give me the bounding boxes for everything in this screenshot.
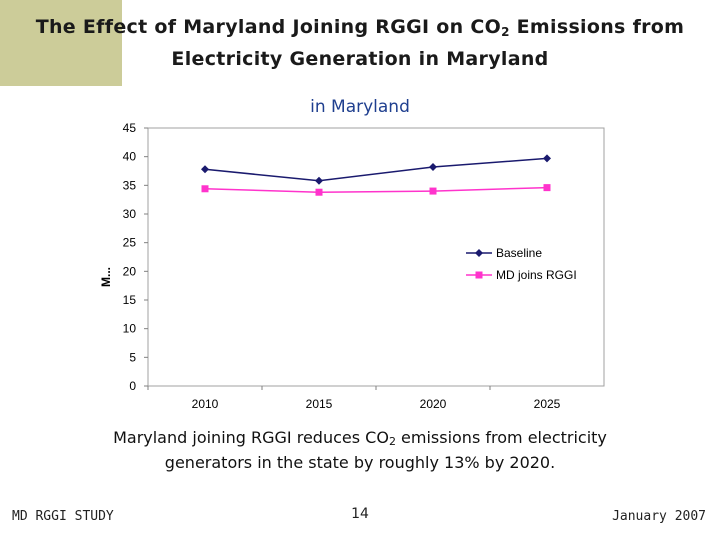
slide-title-line1: The Effect of Maryland Joining RGGI on C… [0, 14, 720, 46]
y-tick-label: 40 [123, 150, 137, 164]
y-axis-label: M... [99, 267, 113, 287]
slide-title: The Effect of Maryland Joining RGGI on C… [0, 14, 720, 73]
y-tick-label: 35 [123, 178, 137, 192]
data-point-md-joins [429, 187, 437, 195]
y-tick-label: 20 [123, 264, 137, 278]
caption-part2: emissions from electricity generators in… [164, 428, 607, 472]
data-point-baseline [315, 176, 323, 185]
y-tick-label: 10 [123, 322, 137, 336]
x-tick-label: 2010 [192, 397, 219, 411]
slide-title-part2: Emissions from [509, 16, 685, 38]
slide-title-part1: The Effect of Maryland Joining RGGI on C… [35, 16, 502, 38]
footer-date: January 2007 [612, 509, 706, 524]
y-tick-label: 45 [123, 121, 137, 135]
x-tick-label: 2015 [306, 397, 333, 411]
slide-caption: Maryland joining RGGI reduces CO2 emissi… [110, 427, 610, 473]
slide-title-line2: Electricity Generation in Maryland [171, 48, 549, 70]
footer-page-number: 14 [351, 506, 369, 522]
emissions-chart: 0 5 10 15 20 25 30 35 40 45 2010 2015 2020 2025 M... Ba… [96, 118, 616, 418]
legend-label-1: MD joins RGGI [496, 268, 577, 282]
caption-subscript: 2 [388, 435, 396, 448]
x-tick-label: 2025 [534, 397, 561, 411]
y-tick-label: 15 [123, 293, 137, 307]
y-tick-label: 5 [129, 350, 136, 364]
data-point-md-joins [201, 185, 209, 193]
data-point-baseline [543, 154, 551, 163]
series-line-1 [204, 186, 548, 193]
series-line-0 [204, 157, 548, 182]
y-tick-label: 25 [123, 236, 137, 250]
data-point-baseline [429, 162, 437, 171]
x-tick-label: 2020 [420, 397, 447, 411]
data-point-md-joins [543, 184, 551, 192]
caption-part1: Maryland joining RGGI reduces CO [113, 428, 389, 447]
data-point-md-joins [315, 188, 323, 196]
title-accent-block [0, 0, 122, 86]
slide-title-subscript: 2 [501, 25, 510, 39]
y-tick-label: 0 [129, 379, 136, 393]
legend-marker-1 [475, 271, 483, 279]
data-point-baseline [201, 165, 209, 174]
legend-label-0: Baseline [496, 246, 542, 260]
chart-title: in Maryland [310, 97, 410, 117]
footer-study-name: MD RGGI STUDY [12, 509, 114, 524]
legend-marker-0 [475, 249, 483, 257]
y-tick-label: 30 [123, 207, 137, 221]
